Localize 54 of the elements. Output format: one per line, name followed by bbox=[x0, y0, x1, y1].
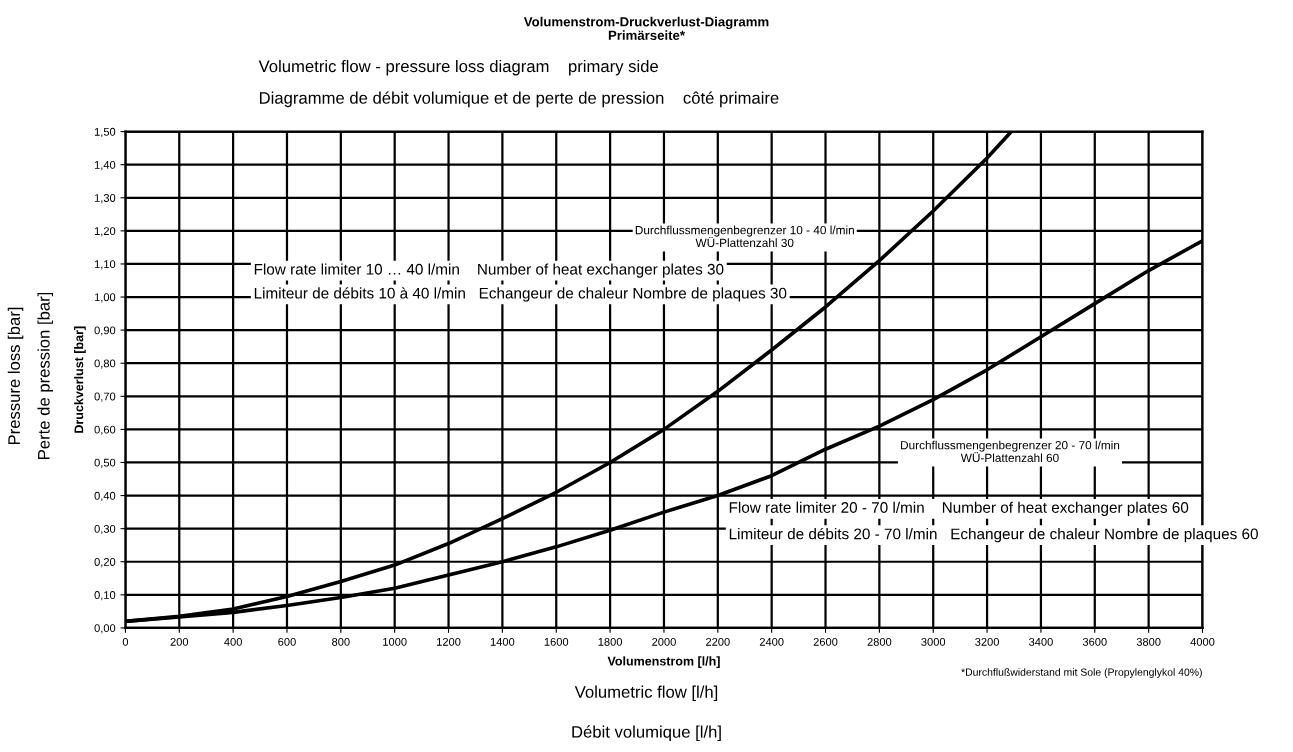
y-tick-label: 0,30 bbox=[94, 524, 116, 535]
annotation: Limiteur de débits 10 à 40 l/min Echangeur de chaleur Nombre de plaques 30 bbox=[254, 287, 787, 302]
x-tick-label: 1800 bbox=[598, 637, 623, 646]
text: Volumetric flow [l/h] bbox=[574, 685, 718, 702]
x-tick-label: 400 bbox=[224, 637, 242, 646]
y-tick-label: 0,50 bbox=[94, 458, 116, 468]
y-tick-label: 1,30 bbox=[94, 194, 116, 204]
text: Débit volumique [l/h] bbox=[572, 725, 721, 742]
x-tick-label: 2400 bbox=[759, 637, 784, 646]
chart-subtitle: Primärseite* bbox=[608, 30, 685, 40]
x-tick-label: 800 bbox=[332, 637, 350, 646]
x-axis-title: Volumenstrom [l/h] bbox=[607, 656, 720, 668]
chart-title: Volumenstrom-Druckverlust-Diagramm bbox=[523, 16, 769, 30]
y-tick-label: 0,20 bbox=[94, 558, 116, 568]
x-tick-label: 200 bbox=[170, 637, 189, 646]
x-tick-label: 0 bbox=[122, 637, 129, 646]
x-tick-label: 4000 bbox=[1190, 637, 1215, 646]
y-tick-label: 1,20 bbox=[94, 227, 116, 237]
y-tick-label: 0,90 bbox=[94, 326, 116, 336]
x-tick-label: 3600 bbox=[1082, 637, 1107, 646]
text: Diagramme de débit volumique et de perte de pression côté primaire bbox=[259, 91, 779, 108]
series-label: Durchflussmengenbegrenzer 20 - 70 l/min WÜ-Plattenzahl 60 bbox=[901, 440, 1120, 463]
y-tick-label: 1,40 bbox=[94, 160, 116, 171]
x-tick-label: 1200 bbox=[437, 637, 461, 646]
x-tick-label: 1000 bbox=[383, 637, 407, 646]
annotation: Flow rate limiter 20 - 70 l/min Number of heat exchanger plates 60 bbox=[729, 501, 1189, 516]
x-tick-label: 2000 bbox=[652, 637, 676, 646]
annotation: Limiteur de débits 20 - 70 l/min Echangeur de chaleur Nombre de plaques 60 bbox=[729, 527, 1258, 543]
x-tick-label: 1600 bbox=[544, 637, 569, 646]
text: Pressure loss [bar] bbox=[7, 307, 24, 445]
y-tick-label: 1,50 bbox=[94, 127, 116, 138]
x-tick-label: 2600 bbox=[813, 637, 838, 646]
x-tick-label: 2800 bbox=[867, 637, 892, 646]
x-tick-label: 600 bbox=[278, 637, 296, 646]
text: *Durchflußwiderstand mit Sole (Propylenglykol 40%) bbox=[961, 668, 1202, 678]
y-tick-label: 0,10 bbox=[94, 591, 116, 601]
text: Perte de pression [bar] bbox=[37, 292, 54, 459]
y-tick-label: 0,40 bbox=[94, 491, 116, 502]
y-tick-label: 0,70 bbox=[94, 392, 116, 402]
y-tick-label: 1,00 bbox=[94, 293, 116, 303]
x-tick-label: 3000 bbox=[921, 637, 946, 646]
text: Durchflussmengenbegrenzer 10 - 40 l/min WÜ-Plattenzahl 30 bbox=[635, 225, 854, 248]
x-tick-label: 2200 bbox=[706, 637, 730, 646]
x-tick-label: 3800 bbox=[1136, 637, 1161, 646]
y-tick-label: 0,80 bbox=[94, 359, 116, 369]
x-tick-label: 1400 bbox=[490, 637, 515, 646]
x-tick-label: 3200 bbox=[975, 637, 999, 646]
y-tick-label: 0,00 bbox=[94, 624, 116, 634]
text: Volumetric flow - pressure loss diagram primary side bbox=[258, 59, 658, 76]
annotation: Flow rate limiter 10 … 40 l/min Number of heat exchanger plates 30 bbox=[254, 263, 724, 278]
y-axis-title: Druckverlust [bar] bbox=[74, 326, 86, 433]
x-tick-label: 3400 bbox=[1029, 637, 1053, 646]
y-tick-label: 0,60 bbox=[94, 425, 116, 435]
y-tick-label: 1,10 bbox=[94, 260, 116, 270]
